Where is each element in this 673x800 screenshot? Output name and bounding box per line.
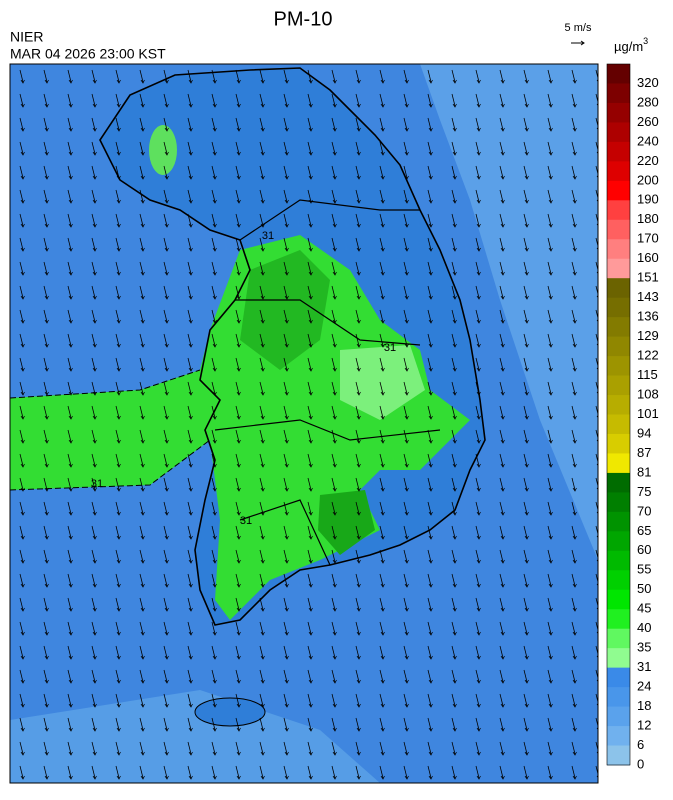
colorbar-label: 75 [637,484,651,499]
colorbar-segment [607,472,630,493]
colorbar-label: 35 [637,640,651,655]
unit-base: µg/m [614,39,643,54]
colorbar-label: 87 [637,445,651,460]
colorbar-segment [607,219,630,240]
colorbar-segment [607,161,630,182]
colorbar-label: 108 [637,386,659,401]
map-frame [9,63,599,784]
title: PM-10 [274,8,333,30]
colorbar: 3202802602402202001901801701601511431361… [606,63,659,771]
colorbar-segment [607,628,630,649]
colorbar-segment [607,570,630,591]
colorbar-segment [607,589,630,610]
contour-labels: 31 31 31 31 [91,230,396,527]
colorbar-label: 6 [637,737,644,752]
unit: µg/m3 [614,36,648,54]
colorbar-label: 94 [637,425,651,440]
colorbar-segment [607,550,630,571]
colorbar-segment [607,141,630,162]
colorbar-label: 260 [637,114,659,129]
colorbar-label: 115 [637,367,658,382]
colorbar-segment [607,64,630,84]
wind-scale: 5 m/s [565,22,592,34]
colorbar-segment [607,531,630,552]
timestamp: MAR 04 2026 23:00 KST [10,46,166,62]
colorbar-label: 45 [637,601,651,616]
colorbar-segment [607,453,630,474]
colorbar-segment [607,239,630,260]
colorbar-label: 190 [637,192,659,207]
colorbar-segment [607,278,630,299]
contour-label: 31 [384,342,396,354]
colorbar-label: 143 [637,289,659,304]
colorbar-segment [607,706,630,727]
colorbar-label: 81 [637,464,651,479]
colorbar-segment [607,102,630,123]
colorbar-segment [607,667,630,688]
colorbar-segment [607,375,630,396]
colorbar-segment [607,200,630,221]
colorbar-segment [607,356,630,377]
colorbar-label: 122 [637,348,659,363]
unit-power: 3 [643,36,648,46]
colorbar-segment [607,433,630,454]
colorbar-segment [607,511,630,532]
wind-arrows [10,64,598,783]
colorbar-label: 0 [637,756,644,771]
colorbar-segment [607,395,630,415]
colorbar-label: 160 [637,250,659,265]
colorbar-segment [607,648,630,669]
colorbar-segment [607,83,630,104]
colorbar-segment [607,336,630,357]
colorbar-label: 136 [637,309,659,324]
colorbar-segment [607,687,630,708]
colorbar-label: 200 [637,172,659,187]
colorbar-segment [607,726,630,747]
colorbar-label: 24 [637,679,651,694]
colorbar-label: 12 [637,717,651,732]
colorbar-segment [607,609,630,630]
colorbar-segment [607,258,630,279]
colorbar-segment [607,317,630,338]
colorbar-label: 18 [637,698,651,713]
colorbar-segment [607,180,630,201]
colorbar-label: 55 [637,562,651,577]
colorbar-segment [607,492,630,513]
colorbar-label: 170 [637,231,659,246]
colorbar-segment [607,745,630,766]
colorbar-label: 320 [637,75,659,90]
contour-label: 31 [91,478,103,490]
contour-label: 31 [262,230,274,242]
colorbar-label: 40 [637,620,651,635]
colorbar-label: 101 [637,406,659,421]
colorbar-label: 60 [637,542,651,557]
map: 31 31 31 31 [10,64,598,783]
colorbar-label: 280 [637,94,659,109]
colorbar-segment [607,414,630,435]
colorbar-label: 65 [637,523,651,538]
colorbar-label: 180 [637,211,659,226]
colorbar-label: 70 [637,503,651,518]
colorbar-label: 240 [637,133,659,148]
colorbar-segment [607,122,630,143]
contour-label: 31 [240,515,252,527]
colorbar-label: 151 [637,270,659,285]
colorbar-frame [606,63,631,766]
colorbar-label: 31 [637,659,651,674]
wind-scale-arrow [571,40,585,46]
colorbar-label: 50 [637,581,651,596]
colorbar-label: 220 [637,153,659,168]
colorbar-label: 129 [637,328,659,343]
agency: NIER [10,29,43,45]
colorbar-segment [607,297,630,318]
